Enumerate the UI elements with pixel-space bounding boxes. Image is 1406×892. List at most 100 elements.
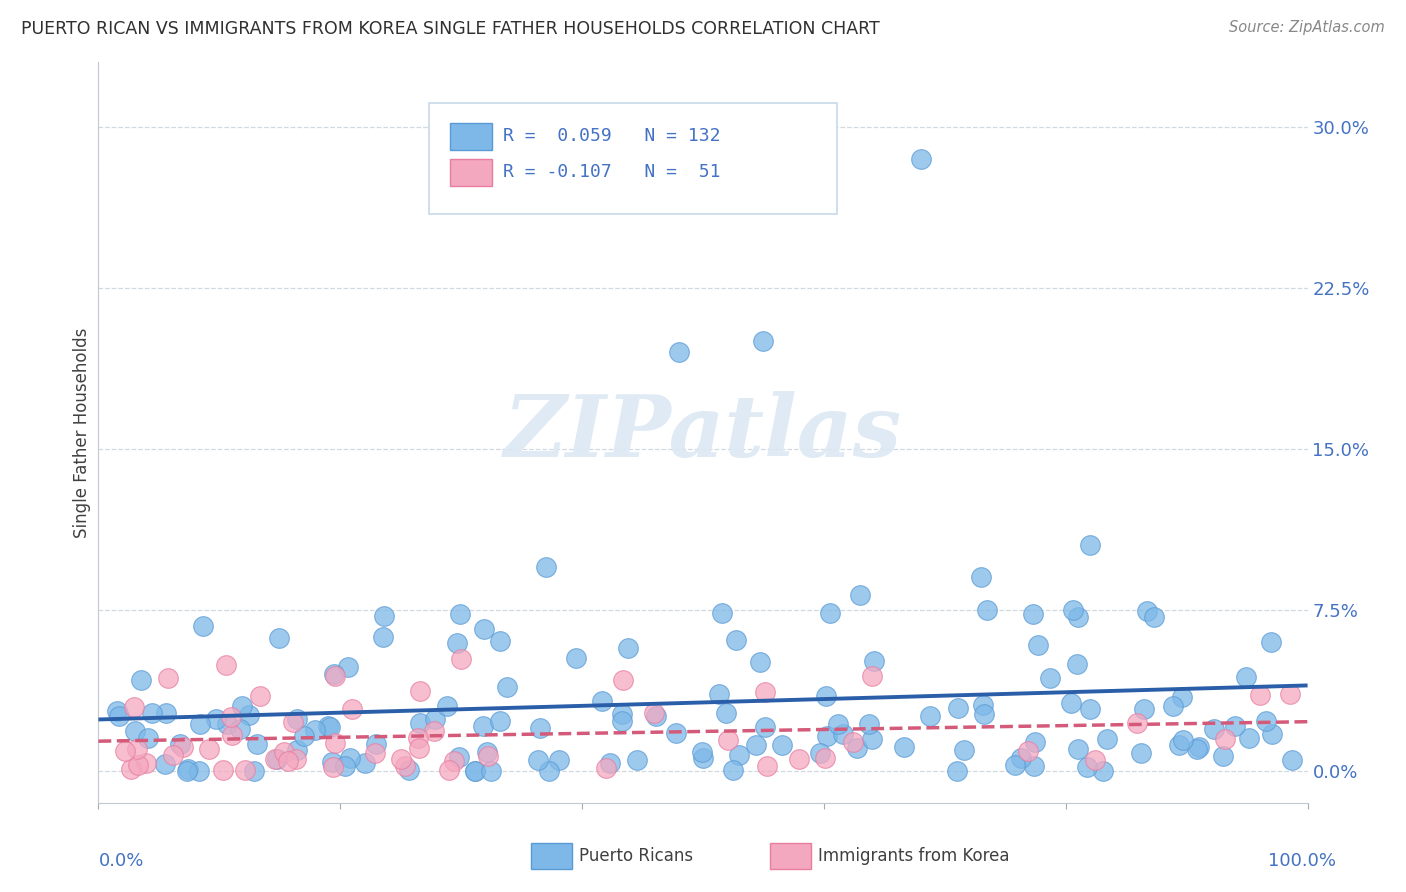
Point xyxy=(526,754,548,768)
Point xyxy=(692,751,714,765)
Point xyxy=(217,716,239,731)
Point xyxy=(827,717,849,731)
Point xyxy=(721,763,744,777)
Point xyxy=(860,669,883,683)
Point xyxy=(754,720,776,734)
Point xyxy=(972,698,994,712)
Point xyxy=(322,760,344,774)
Point xyxy=(105,704,128,718)
Point xyxy=(304,723,326,737)
Point xyxy=(212,763,235,777)
Point xyxy=(141,706,163,720)
Point xyxy=(277,754,299,768)
Point xyxy=(918,708,941,723)
Point xyxy=(479,764,502,778)
Point xyxy=(626,753,648,767)
Point xyxy=(745,739,768,753)
Point xyxy=(832,727,855,741)
Point xyxy=(155,706,177,720)
Point xyxy=(127,757,149,772)
Text: 0.0%: 0.0% xyxy=(98,852,143,870)
Point xyxy=(1129,746,1152,760)
Point xyxy=(976,602,998,616)
Point xyxy=(337,660,360,674)
Text: R = -0.107   N =  51: R = -0.107 N = 51 xyxy=(503,163,721,181)
Point xyxy=(176,764,198,778)
Point xyxy=(1278,687,1301,701)
Point xyxy=(1095,731,1118,746)
Point xyxy=(108,709,131,723)
Point xyxy=(436,698,458,713)
Point xyxy=(599,756,621,771)
Point xyxy=(612,673,634,687)
Point xyxy=(285,743,308,757)
Point xyxy=(1060,696,1083,710)
Point xyxy=(1188,739,1211,754)
Point xyxy=(172,740,194,755)
Text: Puerto Ricans: Puerto Ricans xyxy=(579,847,693,865)
Point xyxy=(188,717,211,731)
Point xyxy=(472,623,495,637)
Point xyxy=(727,748,749,763)
Text: R =  0.059   N = 132: R = 0.059 N = 132 xyxy=(503,128,721,145)
Point xyxy=(1078,538,1101,552)
Point xyxy=(1260,635,1282,649)
Point xyxy=(464,764,486,778)
Point xyxy=(353,756,375,771)
Point xyxy=(398,763,420,777)
Point xyxy=(1202,722,1225,736)
Point xyxy=(538,764,561,778)
Point xyxy=(219,710,242,724)
Point xyxy=(322,666,344,681)
Point xyxy=(215,657,238,672)
Point xyxy=(665,726,688,740)
Point xyxy=(1024,735,1046,749)
Point xyxy=(471,719,494,733)
Point xyxy=(1170,690,1192,705)
Text: 100.0%: 100.0% xyxy=(1268,852,1336,870)
Point xyxy=(725,633,748,648)
Point xyxy=(366,737,388,751)
Point xyxy=(406,731,429,746)
Point xyxy=(292,729,315,743)
Point xyxy=(1010,751,1032,765)
Point xyxy=(449,607,471,621)
Point xyxy=(423,724,446,739)
Point xyxy=(1212,749,1234,764)
Point xyxy=(946,701,969,715)
Point xyxy=(754,685,776,699)
Point xyxy=(534,559,557,574)
Point xyxy=(1260,727,1282,741)
Point xyxy=(198,742,221,756)
Point xyxy=(970,570,993,584)
Point xyxy=(156,671,179,685)
Point xyxy=(249,690,271,704)
Point xyxy=(394,759,416,773)
Point xyxy=(860,732,883,747)
Point xyxy=(464,764,486,778)
Point xyxy=(1067,742,1090,756)
Point xyxy=(1223,719,1246,733)
Point xyxy=(409,716,432,731)
Point xyxy=(443,754,465,768)
Text: Source: ZipAtlas.com: Source: ZipAtlas.com xyxy=(1229,20,1385,35)
Point xyxy=(162,747,184,762)
Point xyxy=(1067,610,1090,624)
Point xyxy=(1168,738,1191,752)
Point xyxy=(450,652,472,666)
Point xyxy=(373,630,395,644)
Point xyxy=(529,721,551,735)
Point xyxy=(595,761,617,775)
Point xyxy=(321,755,343,769)
Point xyxy=(1136,604,1159,618)
Point xyxy=(269,631,291,645)
Point xyxy=(319,720,342,734)
Point xyxy=(233,764,256,778)
Point xyxy=(409,683,432,698)
Point xyxy=(1281,753,1303,767)
Point xyxy=(333,759,356,773)
Point xyxy=(323,668,346,682)
Point xyxy=(643,706,665,721)
Point xyxy=(446,635,468,649)
Point xyxy=(114,744,136,758)
